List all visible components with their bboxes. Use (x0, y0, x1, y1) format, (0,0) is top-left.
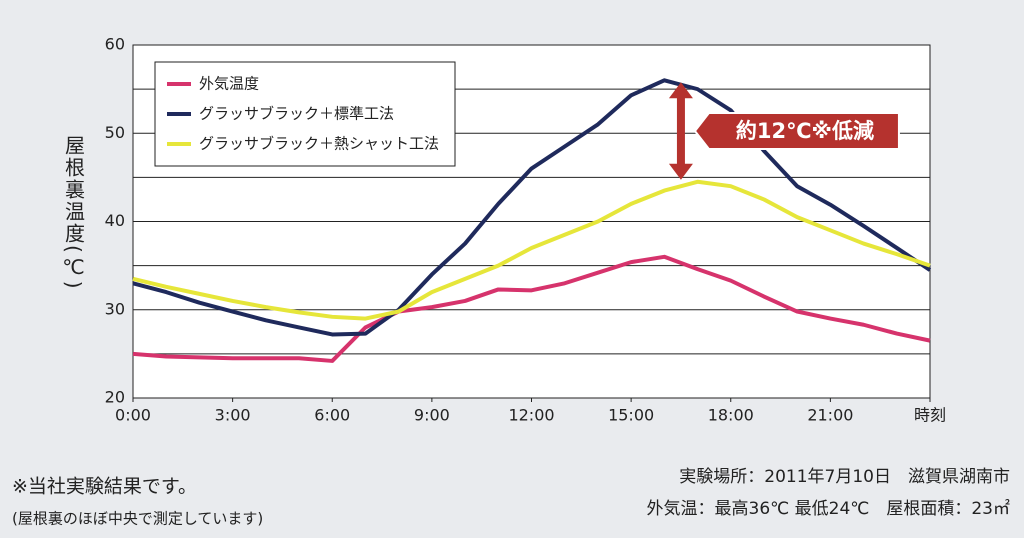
series-line (132, 179, 931, 321)
x-tick-label: 0:00 (115, 406, 151, 425)
y-tick-label: 30 (105, 299, 125, 318)
legend-box (154, 61, 456, 167)
arrow-head (668, 163, 693, 180)
x-tick-label: 15:00 (608, 406, 654, 425)
series-line (132, 78, 932, 337)
y-tick-label: 40 (105, 211, 125, 230)
y-axis-label: 屋根裏温度(℃) (62, 135, 86, 291)
x-tick-label: 6:00 (314, 406, 350, 425)
legend-label: 外気温度 (199, 75, 259, 93)
x-tick-label: 18:00 (708, 406, 754, 425)
x-tick-label: 3:00 (215, 406, 251, 425)
note: ※当社実験結果です。 (12, 476, 197, 498)
legend-label: グラッサブラック＋熱シャット工法 (199, 135, 439, 153)
x-tick-label: 21:00 (807, 406, 853, 425)
y-tick-label: 60 (105, 35, 125, 54)
note: 外気温：最高36℃ 最低24℃ 屋根面積：23㎡ (647, 499, 1010, 519)
note: (屋根裏のほぼ中央で測定しています) (12, 510, 263, 528)
x-tick-label: 12:00 (508, 406, 554, 425)
series-line (132, 254, 931, 363)
note: 実験場所：2011年7月10日 滋賀県湖南市 (679, 467, 1010, 487)
y-tick-label: 50 (105, 123, 125, 142)
annotation-box (693, 112, 900, 151)
arrow-head (668, 82, 693, 99)
legend-label: グラッサブラック＋標準工法 (199, 105, 394, 123)
x-tick-label: 時刻 (914, 406, 946, 425)
x-tick-label: 9:00 (414, 406, 450, 425)
y-tick-label: 20 (105, 388, 125, 407)
annotation-label: 約12℃※低減 (736, 119, 874, 143)
